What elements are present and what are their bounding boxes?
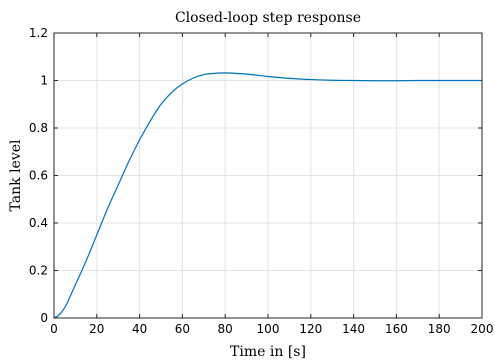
y-tick-label: 1 bbox=[40, 74, 48, 88]
tick-labels: 0 20 40 60 80 100 120 140 160 180 200 0 0.2 0.4 0.6 0.8… bbox=[29, 26, 494, 336]
series-line-0 bbox=[53, 72, 482, 319]
x-tick-label: 120 bbox=[299, 322, 322, 336]
x-tick-label: 60 bbox=[175, 322, 190, 336]
y-tick-label: 1.2 bbox=[29, 26, 48, 40]
y-tick-label: 0.6 bbox=[29, 169, 48, 183]
x-tick-label: 100 bbox=[257, 322, 280, 336]
x-axis-label: Time in [s] bbox=[230, 344, 306, 360]
x-tick-label: 80 bbox=[218, 322, 233, 336]
y-tick-label: 0.2 bbox=[29, 264, 48, 278]
x-tick-label: 160 bbox=[385, 322, 408, 336]
y-axis-label: Tank level bbox=[8, 139, 24, 212]
series-group bbox=[53, 72, 482, 319]
y-tick-label: 0 bbox=[40, 311, 48, 325]
x-tick-label: 180 bbox=[428, 322, 451, 336]
x-tick-label: 0 bbox=[50, 322, 58, 336]
y-tick-label: 0.8 bbox=[29, 121, 48, 135]
x-tick-label: 200 bbox=[471, 322, 494, 336]
y-tick-label: 0.4 bbox=[29, 216, 48, 230]
chart-title: Closed-loop step response bbox=[175, 10, 361, 26]
x-tick-label: 20 bbox=[89, 322, 104, 336]
plot-frame bbox=[53, 32, 483, 319]
x-tick-label: 40 bbox=[132, 322, 147, 336]
x-tick-label: 140 bbox=[342, 322, 365, 336]
